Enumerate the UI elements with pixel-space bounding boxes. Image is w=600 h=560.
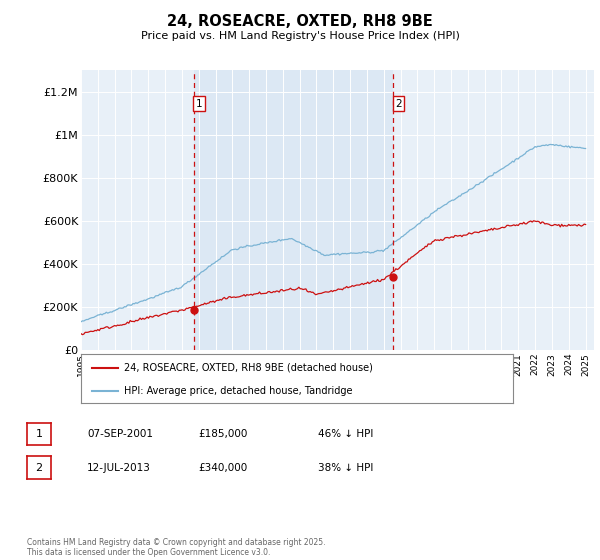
- Text: 1: 1: [196, 99, 203, 109]
- Text: Contains HM Land Registry data © Crown copyright and database right 2025.
This d: Contains HM Land Registry data © Crown c…: [27, 538, 325, 557]
- Text: £185,000: £185,000: [198, 429, 247, 439]
- Text: 12-JUL-2013: 12-JUL-2013: [87, 463, 151, 473]
- Bar: [194, 70, 392, 350]
- Text: 24, ROSEACRE, OXTED, RH8 9BE: 24, ROSEACRE, OXTED, RH8 9BE: [167, 14, 433, 29]
- Text: Price paid vs. HM Land Registry's House Price Index (HPI): Price paid vs. HM Land Registry's House …: [140, 31, 460, 41]
- Text: 1: 1: [35, 429, 43, 439]
- Text: 2: 2: [35, 463, 43, 473]
- Text: HPI: Average price, detached house, Tandridge: HPI: Average price, detached house, Tand…: [124, 386, 353, 396]
- Text: 24, ROSEACRE, OXTED, RH8 9BE (detached house): 24, ROSEACRE, OXTED, RH8 9BE (detached h…: [124, 363, 373, 373]
- Text: £340,000: £340,000: [198, 463, 247, 473]
- Text: 2: 2: [395, 99, 402, 109]
- Text: 38% ↓ HPI: 38% ↓ HPI: [318, 463, 373, 473]
- Text: 07-SEP-2001: 07-SEP-2001: [87, 429, 153, 439]
- Text: 46% ↓ HPI: 46% ↓ HPI: [318, 429, 373, 439]
